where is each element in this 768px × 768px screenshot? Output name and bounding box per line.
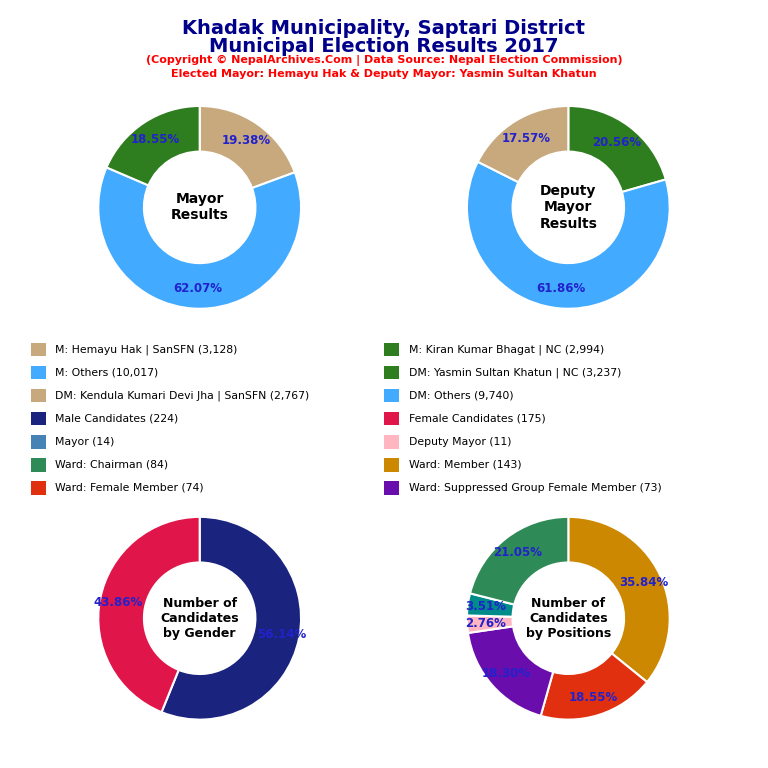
- Wedge shape: [467, 615, 513, 633]
- Text: 21.05%: 21.05%: [493, 546, 541, 559]
- Text: 3.51%: 3.51%: [465, 601, 506, 614]
- Wedge shape: [478, 106, 568, 182]
- Text: M: Hemayu Hak | SanSFN (3,128): M: Hemayu Hak | SanSFN (3,128): [55, 344, 237, 355]
- Wedge shape: [467, 594, 515, 617]
- Text: Elected Mayor: Hemayu Hak & Deputy Mayor: Yasmin Sultan Khatun: Elected Mayor: Hemayu Hak & Deputy Mayor…: [171, 69, 597, 79]
- Text: Male Candidates (224): Male Candidates (224): [55, 413, 178, 424]
- Wedge shape: [200, 106, 295, 188]
- Wedge shape: [98, 167, 301, 309]
- Text: 2.76%: 2.76%: [465, 617, 506, 630]
- Text: Female Candidates (175): Female Candidates (175): [409, 413, 545, 424]
- Wedge shape: [541, 654, 647, 720]
- Text: 20.56%: 20.56%: [593, 136, 642, 149]
- Text: 17.57%: 17.57%: [502, 132, 551, 145]
- Text: 43.86%: 43.86%: [94, 596, 143, 609]
- Wedge shape: [468, 627, 553, 716]
- Text: Ward: Suppressed Group Female Member (73): Ward: Suppressed Group Female Member (73…: [409, 482, 661, 493]
- Text: Number of
Candidates
by Gender: Number of Candidates by Gender: [161, 597, 239, 640]
- Text: 19.38%: 19.38%: [221, 134, 270, 147]
- Text: 35.84%: 35.84%: [619, 576, 668, 589]
- Text: DM: Kendula Kumari Devi Jha | SanSFN (2,767): DM: Kendula Kumari Devi Jha | SanSFN (2,…: [55, 390, 310, 401]
- Text: Deputy Mayor (11): Deputy Mayor (11): [409, 436, 511, 447]
- Text: Khadak Municipality, Saptari District: Khadak Municipality, Saptari District: [183, 19, 585, 38]
- Text: Ward: Member (143): Ward: Member (143): [409, 459, 521, 470]
- Wedge shape: [470, 517, 568, 604]
- Wedge shape: [467, 162, 670, 309]
- Text: 18.30%: 18.30%: [482, 667, 531, 680]
- Text: Ward: Chairman (84): Ward: Chairman (84): [55, 459, 168, 470]
- Wedge shape: [98, 517, 200, 712]
- Text: Number of
Candidates
by Positions: Number of Candidates by Positions: [525, 597, 611, 640]
- Text: DM: Others (9,740): DM: Others (9,740): [409, 390, 513, 401]
- Text: 18.55%: 18.55%: [131, 133, 180, 146]
- Wedge shape: [107, 106, 200, 185]
- Text: 56.14%: 56.14%: [257, 627, 306, 641]
- Text: Deputy
Mayor
Results: Deputy Mayor Results: [539, 184, 598, 230]
- Wedge shape: [568, 106, 666, 192]
- Text: Mayor (14): Mayor (14): [55, 436, 114, 447]
- Text: 62.07%: 62.07%: [173, 282, 222, 295]
- Wedge shape: [568, 517, 670, 682]
- Wedge shape: [161, 517, 301, 720]
- Text: M: Others (10,017): M: Others (10,017): [55, 367, 158, 378]
- Text: 18.55%: 18.55%: [569, 691, 618, 704]
- Text: Mayor
Results: Mayor Results: [170, 192, 229, 223]
- Text: DM: Yasmin Sultan Khatun | NC (3,237): DM: Yasmin Sultan Khatun | NC (3,237): [409, 367, 621, 378]
- Text: (Copyright © NepalArchives.Com | Data Source: Nepal Election Commission): (Copyright © NepalArchives.Com | Data So…: [146, 55, 622, 66]
- Text: Ward: Female Member (74): Ward: Female Member (74): [55, 482, 204, 493]
- Text: M: Kiran Kumar Bhagat | NC (2,994): M: Kiran Kumar Bhagat | NC (2,994): [409, 344, 604, 355]
- Text: 61.86%: 61.86%: [536, 282, 585, 295]
- Text: Municipal Election Results 2017: Municipal Election Results 2017: [209, 37, 559, 56]
